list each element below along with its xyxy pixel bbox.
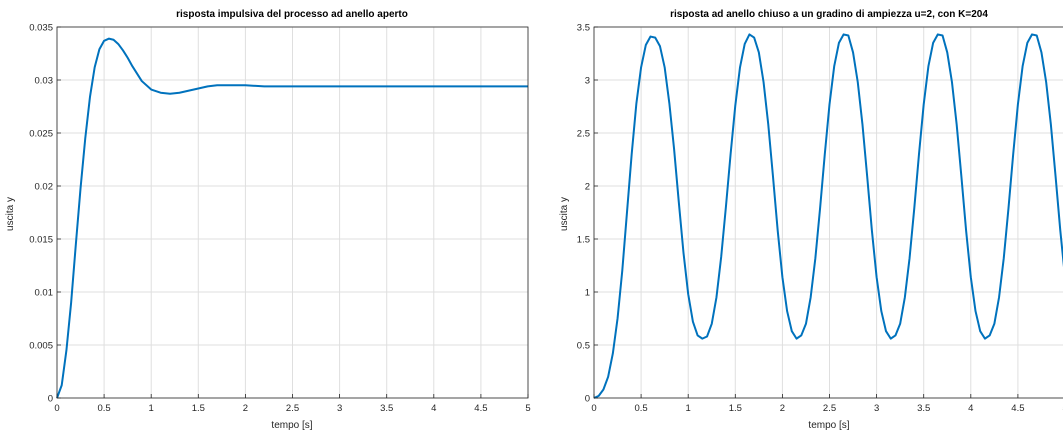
left-xtick-label: 3.5 [380, 403, 393, 414]
right-xtick-label: 1.5 [729, 403, 742, 414]
right-ytick-label: 1.5 [577, 235, 590, 246]
left-xtick-label: 3 [337, 403, 342, 414]
right-xtick-label: 0.5 [634, 403, 647, 414]
right-plot-series [593, 33, 1063, 399]
right-xtick-label: 3 [874, 403, 879, 414]
left-ytick-label: 0.03 [35, 76, 54, 87]
left-plot-xlabel: tempo [s] [271, 420, 312, 430]
left-series-line [56, 37, 528, 399]
left-ytick-label: 0.025 [29, 129, 53, 140]
left-xtick-label: 2.5 [286, 403, 299, 414]
right-plot-ylabel: uscita y [559, 197, 570, 231]
left-plot-ylabel: uscita y [5, 197, 16, 231]
left-plot-ticks: 0 0.5 1 1.5 2 2.5 3 3.5 4 4.5 5 0 0.005 0.01 0.015 0.02… [29, 23, 530, 415]
left-plot-title: risposta impulsiva del processo ad anell… [176, 9, 408, 20]
left-ytick-label: 0.035 [29, 23, 53, 34]
right-ytick-label: 2 [585, 182, 590, 193]
left-ytick-label: 0.01 [35, 288, 54, 299]
right-ytick-label: 1 [585, 288, 590, 299]
left-xtick-label: 4 [431, 403, 436, 414]
right-plot-grid [593, 26, 1063, 399]
right-ytick-label: 2.5 [577, 129, 590, 140]
left-ytick-label: 0.005 [29, 341, 53, 352]
right-ytick-label: 0.5 [577, 341, 590, 352]
right-ytick-label: 3.5 [577, 23, 590, 34]
left-ytick-label: 0.02 [35, 182, 54, 193]
left-xtick-label: 5 [525, 403, 530, 414]
left-xtick-label: 1.5 [192, 403, 205, 414]
left-xtick-label: 1 [149, 403, 154, 414]
left-xtick-label: 2 [243, 403, 248, 414]
right-xtick-label: 3.5 [917, 403, 930, 414]
left-ytick-label: 0 [48, 394, 53, 405]
right-xtick-label: 1 [686, 403, 691, 414]
left-plot-panel: risposta impulsiva del processo ad anell… [5, 9, 531, 430]
left-xtick-label: 0.5 [97, 403, 110, 414]
right-ytick-label: 3 [585, 76, 590, 87]
right-xtick-label: 0 [591, 403, 596, 414]
right-plot-frame [593, 26, 1063, 399]
right-ytick-label: 0 [585, 394, 590, 405]
right-xtick-label: 4.5 [1011, 403, 1024, 414]
right-xtick-label: 2 [780, 403, 785, 414]
left-xtick-label: 4.5 [474, 403, 487, 414]
right-xtick-label: 2.5 [823, 403, 836, 414]
left-xtick-label: 0 [54, 403, 59, 414]
right-plot-panel: risposta ad anello chiuso a un gradino d… [559, 9, 1063, 430]
right-plot-title: risposta ad anello chiuso a un gradino d… [670, 9, 988, 20]
right-xtick-label: 4 [968, 403, 973, 414]
left-ytick-label: 0.015 [29, 235, 53, 246]
left-plot-grid [56, 26, 529, 399]
left-plot-series [56, 37, 528, 399]
right-plot-xlabel: tempo [s] [808, 420, 849, 430]
right-series-line [593, 33, 1063, 399]
